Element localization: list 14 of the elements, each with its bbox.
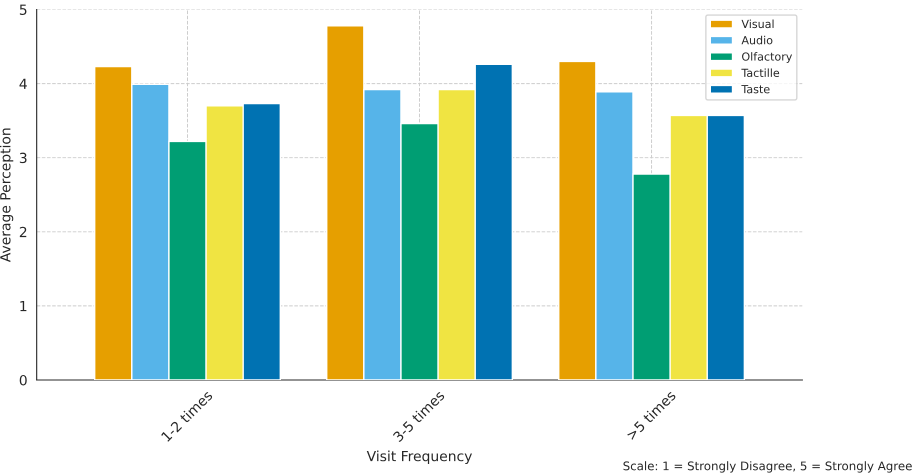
legend-label: Olfactory xyxy=(742,52,792,63)
y-tick-label: 1 xyxy=(20,301,26,312)
y-tick-label: 2 xyxy=(20,226,26,238)
text: Scale: 1 = Strongly Disagree, 5 = Strongly Agree xyxy=(623,461,912,473)
y-tick-label: 3 xyxy=(20,152,27,164)
y-axis-title: Average Perception xyxy=(0,128,14,262)
legend-label: Audio xyxy=(742,36,772,44)
legend-label: Visual xyxy=(742,20,774,28)
y-tick-label: 4 xyxy=(19,78,27,89)
legend-label: Tactille xyxy=(741,68,780,78)
x-axis-title: Visit Frequency xyxy=(366,450,472,464)
y-tick-label: 0 xyxy=(20,374,27,386)
y-tick-label: 5 xyxy=(20,4,26,15)
legend-label: Taste xyxy=(741,85,770,94)
